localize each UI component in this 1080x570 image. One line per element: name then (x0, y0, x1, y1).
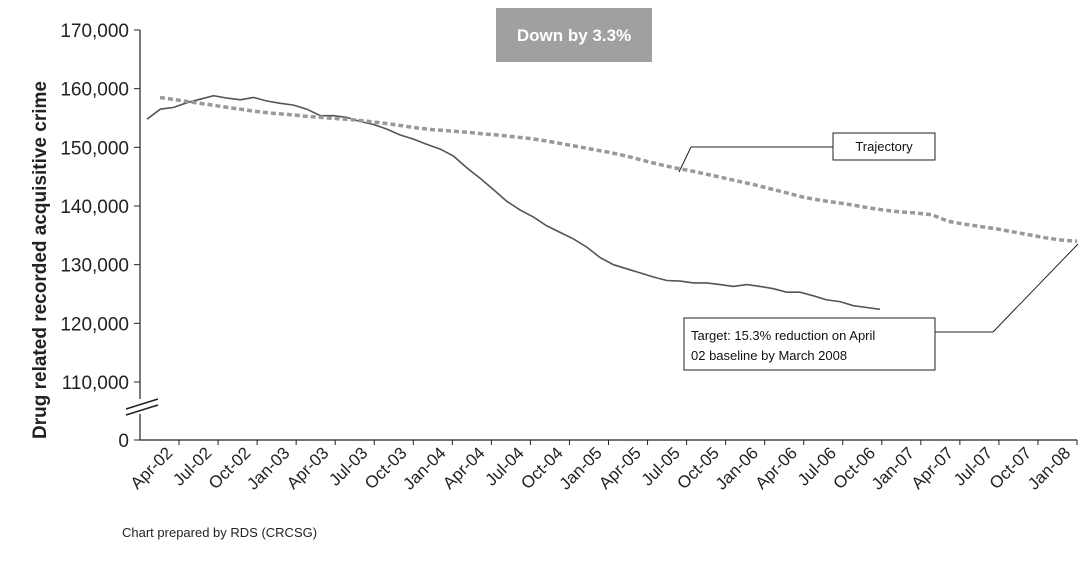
x-tick-label: Apr-07 (908, 443, 958, 493)
x-tick-label: Oct-03 (361, 443, 411, 493)
target-label-line-2: 02 baseline by March 2008 (691, 348, 847, 363)
target-label-box (683, 317, 936, 371)
chart-credit: Chart prepared by RDS (CRCSG) (122, 525, 318, 540)
trajectory-label-box (832, 132, 936, 161)
x-tick-label: Oct-02 (205, 443, 255, 493)
target-label-line-1: Target: 15.3% reduction on April (691, 328, 875, 343)
x-tick-label: Jan-03 (243, 443, 293, 493)
x-tick-label: Oct-06 (830, 443, 880, 493)
target-leader-line (992, 243, 1079, 333)
y-tick-label: 0 (118, 431, 129, 452)
change-badge: Down by 3.3% (496, 8, 652, 62)
actual-crime-line (146, 94, 881, 311)
axes: 0 110,000 120,000 130,000 140,000 150,000 160,… (60, 21, 1078, 494)
x-tick-label: Apr-06 (751, 443, 801, 493)
trajectory-leader-line (678, 146, 692, 173)
y-tick-label: 120,000 (60, 314, 129, 335)
y-tick-label: 160,000 (60, 80, 129, 101)
x-tick-label: Jan-05 (556, 443, 606, 493)
x-tick-label: Apr-02 (127, 443, 177, 493)
series-lines (146, 94, 1078, 311)
y-tick-label: 170,000 (60, 21, 129, 42)
x-tick-label: Oct-04 (517, 443, 567, 493)
x-tick-label: Apr-04 (439, 443, 489, 493)
x-tick-label: Jan-08 (1024, 443, 1074, 493)
y-axis-title: Drug related recorded acquisitive crime (30, 81, 51, 439)
axis-break-mark (125, 404, 159, 416)
y-tick-label: 130,000 (60, 256, 129, 277)
callouts: Trajectory Target: 15.3% reduction on Ap… (678, 132, 1079, 371)
axis-break-mark (125, 398, 159, 410)
trajectory-line (159, 95, 1078, 243)
y-tick-label: 140,000 (60, 197, 129, 218)
x-tick-label: Jan-04 (399, 443, 449, 493)
y-tick-label: 150,000 (60, 138, 129, 159)
x-tick-label: Jan-06 (712, 443, 762, 493)
badge-background (496, 8, 652, 62)
badge-text: Down by 3.3% (517, 26, 631, 45)
trajectory-label: Trajectory (855, 139, 913, 154)
x-tick-label: Oct-05 (673, 443, 723, 493)
x-tick-label: Apr-03 (283, 443, 333, 493)
x-tick-label: Apr-05 (595, 443, 645, 493)
x-tick-label: Jan-07 (868, 443, 918, 493)
y-tick-label: 110,000 (62, 373, 129, 394)
x-tick-label: Oct-07 (986, 443, 1036, 493)
